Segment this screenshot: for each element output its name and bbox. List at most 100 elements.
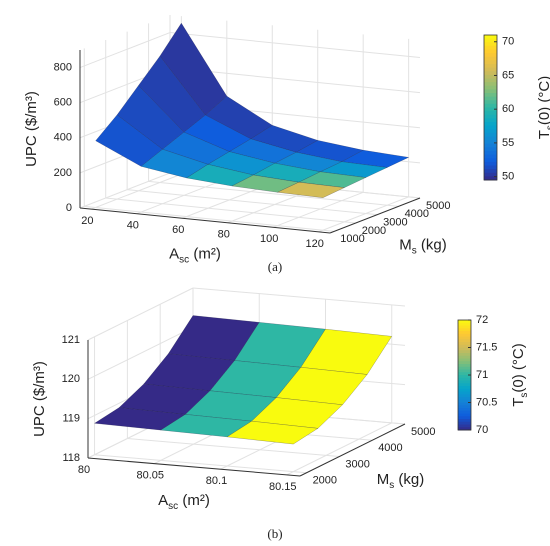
- z-tick-label: 200: [54, 167, 72, 179]
- y-tick-label: 3000: [383, 217, 407, 229]
- colorbar-swatch: [484, 147, 497, 152]
- grid-line: [286, 422, 392, 476]
- y-tick-label: 5000: [411, 426, 435, 438]
- colorbar-tick-label: 71: [476, 369, 488, 381]
- colorbar-swatch: [458, 386, 471, 390]
- x-tick-label: 80: [78, 464, 90, 476]
- grid-line: [91, 173, 182, 210]
- colorbar-swatch: [458, 355, 471, 359]
- colorbar-swatch: [458, 369, 471, 373]
- grid-line: [273, 191, 364, 228]
- colorbar-swatch: [458, 350, 471, 354]
- colorbar-swatch: [484, 42, 497, 47]
- colorbar-swatch: [484, 136, 497, 141]
- colorbar-swatch: [458, 333, 471, 337]
- x-axis-label-base: A: [169, 245, 179, 262]
- axis-line: [299, 423, 406, 477]
- colorbar-swatch: [458, 375, 471, 379]
- z-tick-label: 119: [62, 413, 80, 425]
- x-tick-label: 80.15: [269, 481, 297, 493]
- colorbar-swatch: [484, 165, 497, 170]
- colorbar-swatch: [484, 45, 497, 50]
- colorbar-swatch: [458, 344, 471, 348]
- colorbar-swatch: [458, 421, 471, 425]
- z-tick-label: 0: [66, 202, 72, 214]
- colorbar-swatch: [458, 413, 471, 417]
- x-tick-label: 20: [81, 215, 93, 227]
- grid-line: [192, 287, 406, 307]
- colorbar-tick-label: 50: [502, 171, 514, 183]
- colorbar-swatch: [484, 53, 497, 58]
- colorbar-swatch: [484, 60, 497, 65]
- colorbar-swatch: [458, 427, 471, 431]
- z-tick-label: 118: [62, 452, 80, 464]
- colorbar-swatch: [484, 71, 497, 76]
- grid-line: [79, 32, 171, 69]
- colorbar-swatch: [484, 125, 497, 130]
- grid-line: [318, 196, 409, 233]
- colorbar-label-base: T: [536, 130, 550, 139]
- colorbar-swatch: [484, 64, 497, 69]
- colorbar-swatch: [458, 331, 471, 335]
- y-tick-label: 3000: [345, 458, 369, 470]
- colorbar-swatch: [484, 85, 497, 90]
- colorbar-swatch: [458, 408, 471, 412]
- colorbar-swatch: [484, 129, 497, 134]
- grid-line: [127, 189, 378, 216]
- grid-line: [127, 438, 340, 457]
- colorbar-label-base: T: [510, 398, 527, 407]
- colorbar-label-sub: s: [519, 393, 530, 398]
- y-tick-label: 1000: [340, 233, 364, 245]
- colorbar-swatch: [458, 380, 471, 384]
- colorbar-swatch: [458, 328, 471, 332]
- colorbar-swatch: [484, 100, 497, 105]
- caption: (b): [267, 526, 282, 541]
- grid-line: [94, 454, 307, 474]
- colorbar-tick-label: 70.5: [476, 396, 497, 408]
- colorbar-label: Ts(0) (°C): [536, 76, 550, 140]
- y-axis-label: Ms (kg): [377, 471, 425, 491]
- y-axis-label-base: M: [377, 471, 390, 488]
- z-axis-label: UPC ($/m³): [31, 361, 48, 437]
- colorbar-swatch: [484, 103, 497, 108]
- grid-line: [105, 197, 356, 224]
- colorbar-label-sub: s: [545, 125, 550, 130]
- z-tick-label: 400: [54, 132, 72, 144]
- y-axis-label-sub: s: [389, 480, 394, 491]
- colorbar-swatch: [458, 424, 471, 428]
- caption: (a): [268, 259, 282, 274]
- colorbar-tick-label: 65: [502, 69, 514, 81]
- colorbar-label: Ts(0) (°C): [510, 343, 530, 407]
- colorbar-swatch: [458, 347, 471, 351]
- y-tick-label: 2000: [313, 475, 337, 487]
- colorbar-swatch: [484, 89, 497, 94]
- colorbar-swatch: [458, 402, 471, 406]
- x-tick-label: 80.1: [206, 475, 227, 487]
- colorbar-swatch: [484, 67, 497, 72]
- colorbar-swatch: [458, 322, 471, 326]
- colorbar-swatch: [484, 169, 497, 174]
- axis-line: [87, 457, 301, 477]
- colorbar-tick-label: 70: [502, 36, 514, 48]
- y-axis-label-sub: s: [412, 246, 417, 257]
- z-tick-label: 800: [54, 61, 72, 73]
- y-tick-label: 2000: [362, 225, 386, 237]
- colorbar-label-rest: (0) (°C): [536, 76, 550, 125]
- x-tick-label: 120: [305, 238, 323, 250]
- x-axis-label-rest: (m²): [189, 245, 221, 262]
- colorbar-swatch: [458, 353, 471, 357]
- colorbar-swatch: [458, 361, 471, 365]
- colorbar-swatch: [484, 122, 497, 127]
- colorbar-swatch: [484, 107, 497, 112]
- y-tick-label: 4000: [405, 208, 429, 220]
- colorbar-swatch: [458, 410, 471, 414]
- x-axis-label: Asc (m²): [158, 492, 210, 512]
- colorbar-tick-label: 60: [502, 103, 514, 115]
- grid-line: [79, 172, 171, 209]
- axis-line: [79, 207, 331, 234]
- colorbar-swatch: [484, 118, 497, 123]
- colorbar-swatch: [458, 336, 471, 340]
- z-tick-label: 121: [62, 334, 80, 346]
- z-axis-label: UPC ($/m³): [23, 91, 40, 167]
- surface-cell: [276, 182, 346, 198]
